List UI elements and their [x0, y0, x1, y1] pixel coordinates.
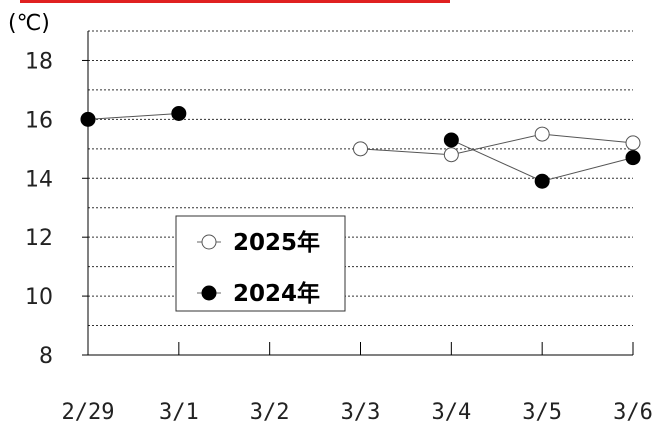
- x-tick-label-1: 3/1: [159, 400, 199, 423]
- legend: 2025年 2024年: [175, 215, 346, 312]
- y-tick-label-8: 8: [39, 344, 53, 369]
- series-1-point-1: [171, 105, 187, 121]
- y-tick-label-16: 16: [25, 108, 53, 133]
- series-1-point-6: [625, 150, 641, 166]
- series-0-point-5: [534, 126, 550, 142]
- x-tick-label-2: 3/2: [250, 400, 290, 423]
- legend-marker-2025: [201, 234, 217, 250]
- x-tick-labels: 2/29 3/1 3/2 3/3 3/4 3/5 3/6: [62, 400, 653, 423]
- y-tick-label-14: 14: [25, 167, 53, 192]
- series-1-point-5: [534, 173, 550, 189]
- y-tick-labels: 8 10 12 14 16 18: [25, 49, 53, 369]
- series-0-point-3: [353, 141, 368, 157]
- header-accent-bar: [20, 0, 450, 3]
- grid-lines: [88, 30, 633, 327]
- y-tick-label-18: 18: [25, 49, 53, 74]
- x-tick-label-3: 3/3: [341, 400, 381, 423]
- series-1-line-0: [87, 112, 179, 120]
- legend-marker-2024: [201, 285, 217, 301]
- series-0-point-6: [625, 135, 641, 151]
- series-0: [353, 126, 641, 163]
- data-series: [80, 105, 641, 189]
- series-0-point-4: [443, 147, 459, 163]
- legend-label-2025: 2025年: [233, 229, 320, 256]
- axes: [82, 31, 634, 356]
- x-tick-label-0: 2/29: [62, 400, 115, 423]
- series-1-point-4: [443, 132, 459, 148]
- x-tick-label-6: 3/6: [613, 400, 653, 423]
- legend-label-2024: 2024年: [233, 280, 320, 307]
- y-tick-label-10: 10: [25, 285, 53, 310]
- series-1-point-0: [80, 111, 96, 127]
- x-tick-label-4: 3/4: [431, 400, 471, 423]
- y-tick-label-12: 12: [25, 226, 53, 251]
- series-1: [80, 105, 641, 189]
- series-0-line-0: [360, 133, 634, 156]
- unit-label: (℃): [8, 11, 50, 36]
- x-tick-label-5: 3/5: [522, 400, 562, 423]
